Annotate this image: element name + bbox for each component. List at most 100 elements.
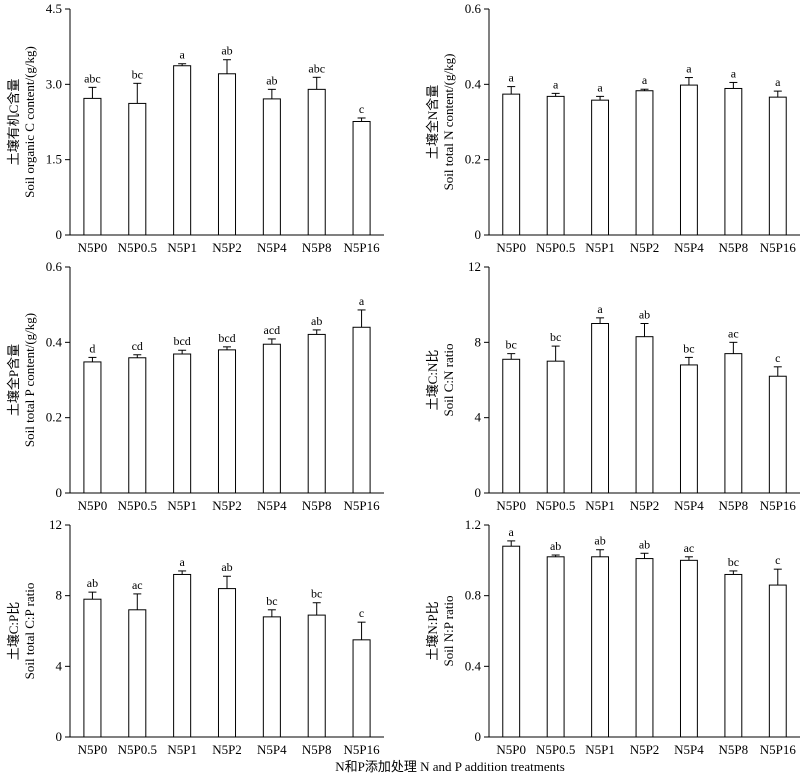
significance-letter: a [731, 66, 737, 80]
x-tick-label: N5P4 [257, 240, 287, 255]
x-tick-label: N5P4 [674, 498, 704, 513]
chart-panel-3: 0 0.2 0.4 0.6 土壤全P含量 Soil total P content/(g/… [6, 259, 384, 513]
bar [173, 65, 192, 236]
x-tick-label: N5P1 [585, 240, 615, 255]
significance-letter: a [179, 555, 185, 569]
significance-letter: ab [550, 539, 561, 553]
significance-letter: bc [550, 330, 561, 344]
bar [128, 609, 147, 738]
y-tick-label: 1.2 [465, 517, 481, 532]
bar [635, 336, 654, 494]
bar [502, 93, 521, 236]
significance-letter: bc [266, 594, 277, 608]
x-tick-label: N5P8 [719, 742, 749, 757]
bar [768, 375, 787, 494]
x-tick-label: N5P1 [167, 498, 197, 513]
y-axis-label-cn: 土壤有机C含量 [6, 79, 21, 166]
bar [352, 639, 371, 738]
significance-letter: a [553, 77, 559, 91]
y-tick-label: 4 [56, 658, 63, 673]
significance-letter: ac [728, 326, 739, 340]
bar [546, 556, 565, 738]
bar [307, 333, 326, 494]
x-tick-label: N5P8 [302, 742, 332, 757]
x-tick-label: N5P0 [78, 240, 108, 255]
significance-letter: a [509, 525, 515, 539]
x-tick-label: N5P1 [167, 742, 197, 757]
y-axis-label-en: Soil organic C content/(g/kg) [22, 46, 37, 198]
y-axis-label-cn: 土壤全P含量 [6, 344, 21, 416]
y-axis-label-en: Soil total C:P ratio [22, 583, 37, 680]
bar [83, 361, 102, 494]
bar [591, 99, 610, 236]
bar [352, 326, 371, 494]
y-tick-label: 0 [475, 227, 482, 242]
x-tick-label: N5P2 [630, 742, 660, 757]
bar [591, 323, 610, 494]
significance-letter: abc [308, 61, 325, 75]
significance-letter: c [775, 351, 780, 365]
x-tick-label: N5P4 [257, 742, 287, 757]
bar [679, 559, 698, 738]
x-tick-label: N5P4 [674, 240, 704, 255]
x-tick-label: N5P16 [344, 742, 381, 757]
bar [502, 358, 521, 494]
significance-letter: a [686, 62, 692, 76]
bar [591, 556, 610, 738]
significance-letter: a [179, 48, 185, 62]
y-axis-label-en: Soil total N content/(g/kg) [441, 54, 456, 191]
significance-letter: a [775, 75, 781, 89]
x-tick-label: N5P0 [496, 240, 526, 255]
x-tick-label: N5P4 [257, 498, 287, 513]
chart-panel-6: 0 0.4 0.8 1.2 土壤N:P比 Soil N:P ratio a N5P0 ab N5P… [425, 517, 800, 757]
significance-letter: ab [639, 537, 650, 551]
x-tick-label: N5P8 [302, 498, 332, 513]
y-tick-label: 3.0 [46, 76, 62, 91]
y-tick-label: 8 [56, 588, 63, 603]
y-axis-label-cn: 土壤N:P比 [425, 601, 440, 660]
significance-letter: d [89, 341, 95, 355]
y-tick-label: 8 [475, 334, 482, 349]
x-tick-label: N5P0.5 [536, 240, 575, 255]
x-tick-label: N5P8 [719, 240, 749, 255]
x-tick-label: N5P2 [630, 240, 660, 255]
y-axis-label-en: Soil C:N ratio [441, 344, 456, 417]
x-tick-label: N5P0.5 [536, 742, 575, 757]
significance-letter: ab [87, 576, 98, 590]
significance-letter: c [359, 102, 364, 116]
bar [768, 96, 787, 236]
x-tick-label: N5P16 [344, 240, 381, 255]
x-tick-label: N5P0 [78, 742, 108, 757]
x-tick-label: N5P2 [212, 498, 242, 513]
significance-letter: bcd [218, 331, 235, 345]
bar [262, 616, 281, 738]
y-tick-label: 0 [475, 485, 482, 500]
chart-panel-2: 0 0.2 0.4 0.6 土壤全N含量 Soil total N content/(g/… [425, 1, 800, 255]
significance-letter: bc [311, 587, 322, 601]
significance-letter: abc [84, 71, 101, 85]
x-tick-label: N5P1 [585, 742, 615, 757]
significance-letter: a [597, 302, 603, 316]
y-tick-label: 12 [49, 517, 62, 532]
bar [83, 598, 102, 738]
y-axis-label-cn: 土壤全N含量 [425, 85, 440, 159]
bar [83, 97, 102, 236]
significance-letter: cd [132, 339, 143, 353]
x-tick-label: N5P0.5 [118, 498, 157, 513]
significance-letter: ab [221, 44, 232, 58]
bar [502, 545, 521, 738]
significance-letter: acd [264, 323, 281, 337]
significance-letter: bc [506, 338, 517, 352]
y-tick-label: 0 [475, 729, 482, 744]
x-tick-label: N5P0 [496, 742, 526, 757]
y-axis-label-cn: 土壤C:P比 [6, 602, 21, 661]
x-tick-label: N5P0.5 [118, 240, 157, 255]
y-tick-label: 0 [56, 485, 63, 500]
bar [173, 573, 192, 738]
bar [262, 343, 281, 494]
y-tick-label: 1.5 [46, 152, 62, 167]
bar [217, 588, 237, 738]
x-tick-label: N5P1 [167, 240, 197, 255]
bar [724, 573, 743, 738]
